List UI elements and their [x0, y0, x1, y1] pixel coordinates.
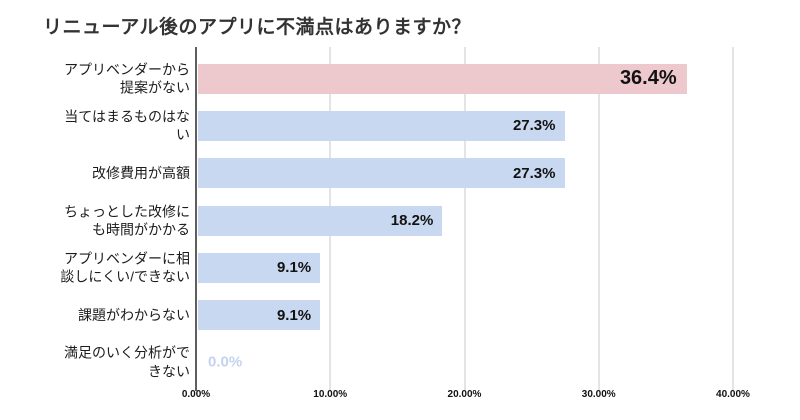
bar-highlighted: 36.4%: [198, 63, 687, 94]
category-label: ちょっとした改修に も時間がかかる: [64, 203, 190, 238]
x-tick-label: 0.00%: [181, 389, 211, 400]
category-label: 改修費用が高額: [92, 164, 190, 181]
bar-value-label: 27.3%: [512, 164, 556, 182]
bar: 27.3%: [198, 110, 565, 141]
bar-value-label: 36.4%: [619, 67, 677, 90]
gridline: [463, 47, 466, 391]
bar: 18.2%: [198, 205, 443, 236]
x-tick-label: 10.00%: [313, 389, 348, 400]
category-label: アプリベンダーから 提案がない: [64, 61, 190, 96]
bar-value-label: 18.2%: [390, 212, 434, 229]
x-tick-label: 40.00%: [716, 389, 750, 400]
bar: 27.3%: [198, 158, 565, 189]
bar: 9.1%: [198, 300, 321, 331]
category-label: 当てはまるものはな い: [64, 108, 190, 143]
x-tick-label: 30.00%: [581, 389, 616, 400]
y-axis-line: [195, 47, 197, 391]
chart-title: リニューアル後のアプリに不満点はありますか？: [43, 17, 472, 38]
gridline: [732, 47, 734, 391]
bar-value-label: 9.1%: [276, 306, 312, 324]
zero-value-label: 0.0%: [208, 353, 243, 371]
category-label: 課題がわからない: [78, 306, 190, 323]
gridline: [597, 47, 600, 391]
category-label: アプリベンダーに相 談しにくい/できない: [60, 250, 190, 285]
x-tick-label: 20.00%: [447, 389, 482, 400]
bar-value-label: 9.1%: [276, 259, 312, 277]
bar-value-label: 27.3%: [512, 117, 556, 135]
category-label: 満足のいく分析がで きない: [64, 344, 190, 380]
bar: 9.1%: [198, 252, 321, 283]
